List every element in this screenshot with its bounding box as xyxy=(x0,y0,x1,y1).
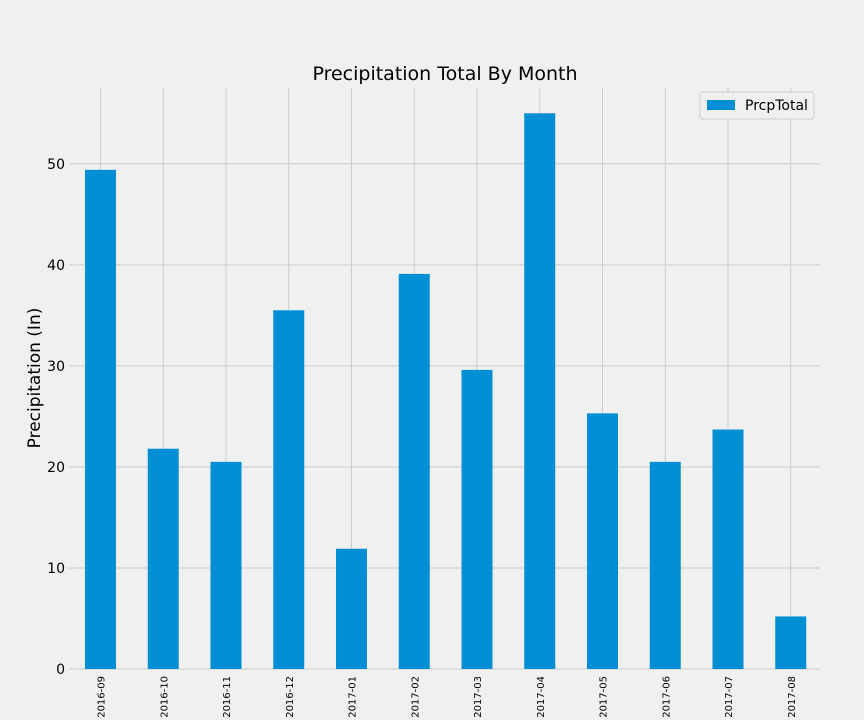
legend: PrcpTotal xyxy=(699,91,815,120)
y-tick-label: 30 xyxy=(47,359,65,375)
y-tick-label: 0 xyxy=(56,662,65,678)
x-tick-label: 2017-03 xyxy=(473,676,484,718)
x-tick-label: 2017-06 xyxy=(661,676,672,718)
x-tick-label: 2017-04 xyxy=(536,676,547,718)
x-tick-label: 2017-07 xyxy=(724,676,735,718)
x-tick-label: 2016-11 xyxy=(222,676,233,718)
bar-2017-03 xyxy=(461,369,493,669)
bar-2017-06 xyxy=(649,461,681,669)
y-tick-label: 40 xyxy=(47,258,65,274)
bar-2016-10 xyxy=(147,448,179,669)
y-tick-label: 50 xyxy=(47,157,65,173)
x-tick-label: 2017-05 xyxy=(599,676,610,718)
y-tick-label: 20 xyxy=(47,460,65,476)
bar-2017-05 xyxy=(587,413,618,669)
bar-2017-08 xyxy=(775,616,807,669)
bar-2016-12 xyxy=(273,310,305,669)
x-tick-label: 2017-08 xyxy=(787,676,798,718)
bars xyxy=(85,113,807,670)
chart-title: Precipitation Total By Month xyxy=(312,63,577,85)
bar-2016-11 xyxy=(210,461,242,669)
y-tick-label: 10 xyxy=(47,561,65,577)
x-tick-label: 2016-10 xyxy=(159,676,170,718)
x-tick-label: 2017-02 xyxy=(410,676,421,718)
legend-box xyxy=(699,91,815,120)
bar-2016-09 xyxy=(85,169,116,669)
x-tick-label: 2017-01 xyxy=(348,676,359,718)
x-tick-labels: 2016-09 2016-10 2016-11 2016-12 2017-01 2017-… xyxy=(97,676,798,718)
x-tick-label: 2016-12 xyxy=(285,676,296,718)
bar-2017-02 xyxy=(398,273,430,669)
x-tick-label: 2016-09 xyxy=(97,676,108,718)
legend-label: PrcpTotal xyxy=(745,98,808,114)
y-axis-label: Precipitation (In) xyxy=(25,308,45,449)
bar-2017-07 xyxy=(712,429,744,669)
y-tick-labels: 0 10 20 30 40 50 xyxy=(47,157,65,678)
bar-2017-04 xyxy=(524,113,556,670)
legend-swatch xyxy=(707,100,735,110)
bar-2017-01 xyxy=(336,548,367,669)
